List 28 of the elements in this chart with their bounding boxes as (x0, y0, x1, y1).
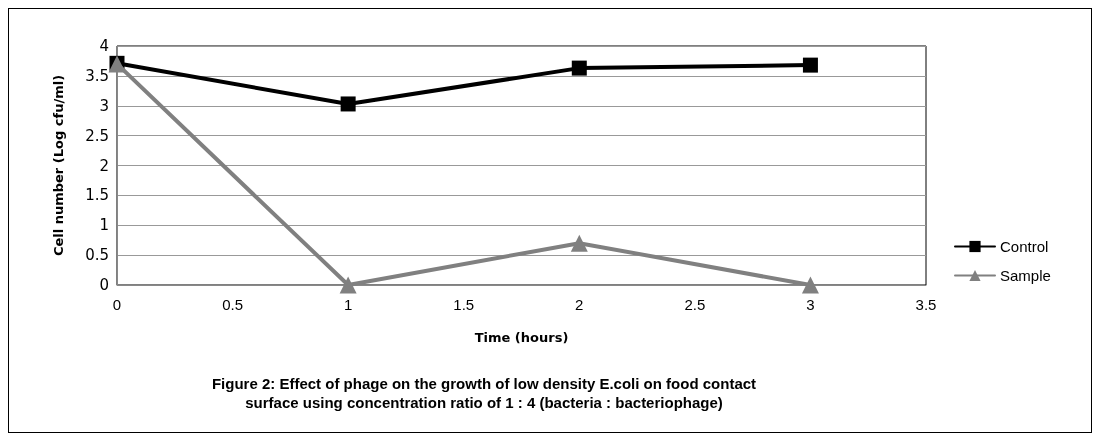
text: Figure 2: Effect of phage on the growth of low density E.coli on food contact surface using concentration ratio of 1 : 4 (bacteria : bacteriophage) (211, 375, 757, 411)
y-tick-label: 3.5 (85, 66, 109, 85)
x-axis-title: Time (hours) (474, 330, 569, 345)
y-axis-title: Cell number (Log cfu/ml) (51, 74, 66, 257)
x-tick-label: 3.5 (915, 296, 937, 313)
point (801, 276, 819, 294)
y-tick-label: 2.5 (85, 126, 109, 145)
y-tick-label: 1.5 (85, 186, 109, 205)
y-tick-label: 0 (99, 276, 109, 294)
x-tick-label: 2.5 (684, 296, 706, 313)
point (340, 96, 356, 112)
point (571, 60, 587, 76)
x-tick-label: 0 (112, 296, 122, 313)
x-tick-label: 0.5 (222, 296, 243, 313)
x-tick-label: 1 (343, 296, 353, 313)
legend-label: Sample (1000, 267, 1051, 284)
y-tick-label: 2 (99, 156, 109, 175)
y-tick-label: 3 (99, 96, 109, 115)
legend-label: Control (1000, 238, 1049, 255)
point (339, 276, 357, 294)
point (570, 234, 588, 252)
x-tick-label: 1.5 (453, 296, 475, 313)
point (802, 57, 818, 73)
y-tick-label: 0.5 (85, 246, 109, 265)
y-tick-label: 4 (99, 37, 109, 55)
x-tick-label: 3 (806, 296, 815, 313)
x-tick-label: 2 (575, 296, 584, 313)
y-tick-label: 1 (99, 216, 109, 235)
